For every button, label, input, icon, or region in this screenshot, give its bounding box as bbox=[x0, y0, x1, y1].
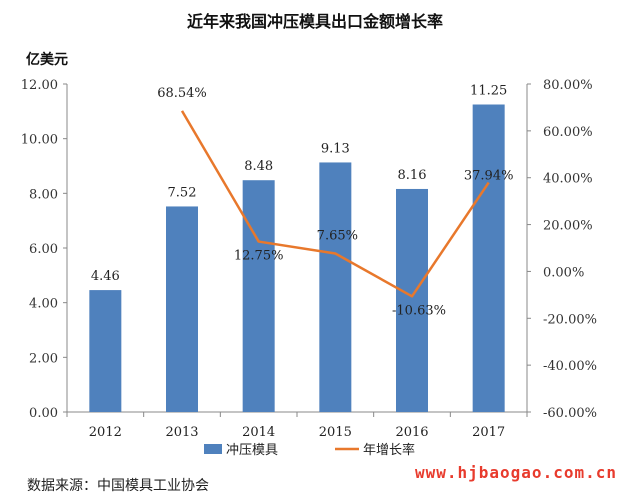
bar bbox=[396, 188, 428, 412]
legend-bar-swatch bbox=[204, 444, 222, 454]
bar bbox=[319, 162, 352, 412]
x-tick-label: 2013 bbox=[165, 425, 198, 440]
y-right-tick-label: 80.00% bbox=[543, 78, 593, 93]
growth-value-label: 7.65% bbox=[317, 229, 358, 244]
bar-series bbox=[89, 104, 505, 412]
growth-line-series bbox=[180, 110, 490, 298]
y-left-tick-label: 4.00 bbox=[29, 297, 58, 312]
y-left-tick-label: 2.00 bbox=[29, 351, 58, 366]
bar-value-label: 8.16 bbox=[398, 168, 427, 183]
bar bbox=[472, 104, 505, 412]
growth-value-label: 12.75% bbox=[234, 249, 284, 264]
bar bbox=[242, 180, 275, 412]
bar-value-label: 11.25 bbox=[470, 84, 507, 99]
y-right-tick-label: 0.00% bbox=[543, 265, 584, 280]
legend-line-label: 年增长率 bbox=[363, 442, 415, 458]
y-left-tick-label: 10.00 bbox=[21, 133, 58, 148]
x-tick-label: 2015 bbox=[319, 425, 352, 440]
bar-value-label: 7.52 bbox=[168, 185, 197, 200]
growth-value-label: 37.94% bbox=[464, 169, 514, 184]
axes: 0.00 2.00 4.00 6.00 8.00 10.00 12.00 -60.00% -40… bbox=[21, 78, 597, 440]
y-axis-unit-label: 亿美元 bbox=[26, 51, 68, 68]
data-labels: 4.46 7.52 8.48 9.13 8.16 11.25 68.54% 12.75% 7.6… bbox=[91, 84, 514, 319]
legend: 冲压模具 年增长率 bbox=[204, 442, 415, 458]
watermark: www.hjbaogao.com.cn bbox=[415, 463, 617, 482]
y-left-tick-label: 12.00 bbox=[21, 78, 58, 93]
legend-bar-label: 冲压模具 bbox=[226, 443, 278, 458]
y-right-tick-label: -60.00% bbox=[543, 406, 597, 421]
source-note: 数据来源：中国模具工业协会 bbox=[27, 478, 209, 494]
bar bbox=[89, 290, 122, 412]
y-right-tick-label: -20.00% bbox=[543, 312, 597, 327]
chart-title: 近年来我国冲压模具出口金额增长率 bbox=[187, 12, 443, 31]
growth-value-label: 68.54% bbox=[157, 86, 207, 101]
growth-value-label: -10.63% bbox=[392, 303, 446, 318]
bar bbox=[166, 206, 198, 412]
x-tick-label: 2014 bbox=[242, 425, 275, 440]
y-left-tick-label: 6.00 bbox=[29, 242, 58, 257]
x-tick-label: 2016 bbox=[395, 425, 428, 440]
y-right-tick-label: -40.00% bbox=[543, 359, 597, 374]
y-right-tick-label: 40.00% bbox=[543, 172, 593, 187]
bar-value-label: 8.48 bbox=[244, 159, 273, 174]
y-left-tick-label: 0.00 bbox=[29, 406, 58, 421]
bar-value-label: 4.46 bbox=[91, 269, 120, 284]
y-left-tick-label: 8.00 bbox=[29, 187, 58, 202]
y-right-tick-label: 60.00% bbox=[543, 125, 593, 140]
bar-value-label: 9.13 bbox=[321, 141, 350, 156]
growth-line bbox=[180, 110, 490, 298]
x-tick-label: 2017 bbox=[472, 425, 505, 440]
y-right-tick-label: 20.00% bbox=[543, 219, 593, 234]
x-tick-label: 2012 bbox=[89, 425, 122, 440]
